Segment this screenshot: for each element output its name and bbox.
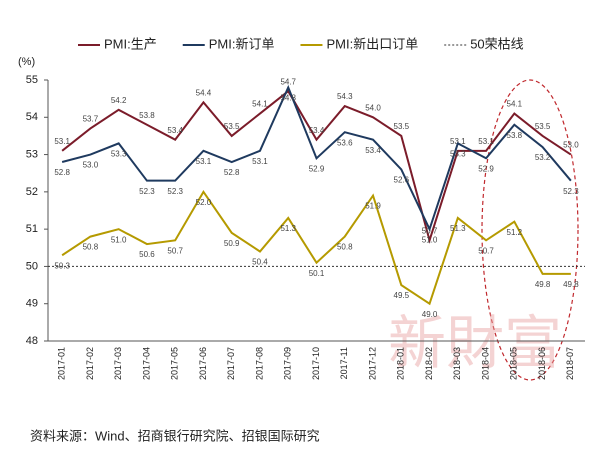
data-label: 54.3 [337, 92, 353, 101]
y-tick-label: 53 [26, 148, 38, 160]
data-label: 53.7 [83, 115, 99, 124]
data-label: 52.0 [196, 198, 212, 207]
data-label: 53.5 [224, 122, 240, 131]
highlight-ellipse [481, 79, 579, 381]
y-tick-label: 52 [26, 186, 38, 198]
x-tick-label: 2018-04 [480, 347, 490, 380]
data-label: 52.6 [394, 176, 410, 185]
watermark: 新財富 [388, 309, 562, 377]
data-label: 50.4 [252, 258, 268, 267]
data-label: 50.7 [167, 246, 183, 255]
x-tick-label: 2017-04 [141, 347, 151, 380]
data-label: 50.8 [337, 243, 353, 252]
data-label: 53.6 [337, 138, 353, 147]
y-tick-label: 54 [26, 111, 38, 123]
data-label: 53.1 [252, 157, 268, 166]
data-label: 53.8 [139, 111, 155, 120]
data-label: 51.9 [365, 202, 381, 211]
data-label: 49.0 [422, 310, 438, 319]
series-line [61, 189, 571, 306]
data-label: 53.8 [507, 131, 523, 140]
data-label: 53.1 [450, 137, 466, 146]
data-label: 53.1 [478, 137, 494, 146]
legend-label: 50荣枯线 [470, 36, 523, 51]
data-label: 53.2 [535, 153, 551, 162]
data-label: 52.8 [54, 168, 70, 177]
data-label: 53.5 [394, 122, 410, 131]
data-label: 51.0 [422, 235, 438, 244]
y-tick-label: 55 [26, 74, 38, 86]
series-line [61, 89, 572, 244]
x-tick-label: 2018-02 [424, 347, 434, 380]
data-label: 51.3 [450, 224, 466, 233]
x-tick-label: 2017-12 [367, 347, 377, 380]
x-tick-label: 2018-07 [565, 347, 575, 380]
x-tick-label: 2017-05 [170, 347, 180, 380]
data-label: 52.3 [139, 187, 155, 196]
data-label: 53.3 [450, 149, 466, 158]
legend-label: PMI:新出口订单 [326, 36, 418, 51]
source: 资料来源：Wind、招商银行研究院、招银国际研究 [30, 428, 320, 443]
data-label: 52.3 [563, 187, 579, 196]
data-label: 51.0 [111, 235, 127, 244]
data-label: 53.4 [309, 126, 325, 135]
data-label: 50.6 [139, 250, 155, 259]
data-label: 54.7 [280, 77, 296, 86]
data-label: 54.0 [365, 103, 381, 112]
data-label: 53.3 [111, 149, 127, 158]
data-label: 52.8 [224, 168, 240, 177]
legend-label: PMI:新订单 [209, 36, 275, 51]
data-label: 53.0 [563, 141, 579, 150]
data-label: 54.4 [196, 88, 212, 97]
x-tick-label: 2017-11 [339, 347, 349, 379]
x-tick-label: 2017-07 [226, 347, 236, 380]
x-tick-label: 2017-09 [283, 347, 293, 380]
x-tick-label: 2018-03 [452, 347, 462, 380]
data-label: 50.8 [83, 243, 99, 252]
data-label: 54.1 [252, 100, 268, 109]
data-label: 53.0 [83, 161, 99, 170]
data-label: 51.3 [280, 224, 296, 233]
y-tick-label: 51 [26, 223, 38, 235]
data-label: 49.8 [563, 280, 579, 289]
data-label: 52.9 [309, 164, 325, 173]
x-tick-label: 2017-08 [254, 347, 264, 380]
data-label: 53.1 [54, 137, 70, 146]
x-tick-label: 2017-06 [198, 347, 208, 380]
y-axis-unit: (%) [18, 56, 35, 68]
data-label: 52.3 [167, 187, 183, 196]
x-tick-label: 2017-10 [311, 347, 321, 380]
data-label: 54.8 [280, 94, 296, 103]
data-label: 53.4 [167, 126, 183, 135]
legend-label: PMI:生产 [104, 36, 157, 51]
data-label: 49.5 [394, 291, 410, 300]
data-label: 53.5 [535, 122, 551, 131]
x-tick-label: 2018-01 [396, 347, 406, 380]
series-line [61, 84, 572, 232]
data-label: 50.3 [54, 261, 70, 270]
y-tick-label: 48 [26, 335, 38, 347]
data-label: 50.9 [224, 239, 240, 248]
data-label: 54.2 [111, 96, 127, 105]
data-label: 52.9 [478, 164, 494, 173]
data-label: 53.1 [196, 157, 212, 166]
x-tick-label: 2017-03 [113, 347, 123, 380]
x-tick-label: 2017-01 [57, 347, 67, 380]
data-label: 50.7 [478, 246, 494, 255]
data-label: 50.1 [309, 269, 325, 278]
x-tick-label: 2018-05 [509, 347, 519, 380]
y-tick-label: 50 [26, 260, 38, 272]
x-tick-label: 2017-02 [85, 347, 95, 380]
data-label: 54.1 [507, 100, 523, 109]
y-tick-label: 49 [26, 298, 38, 310]
data-label: 49.8 [535, 280, 551, 289]
x-tick-label: 2018-06 [537, 347, 547, 380]
data-label: 51.2 [507, 228, 523, 237]
data-label: 53.4 [365, 146, 381, 155]
